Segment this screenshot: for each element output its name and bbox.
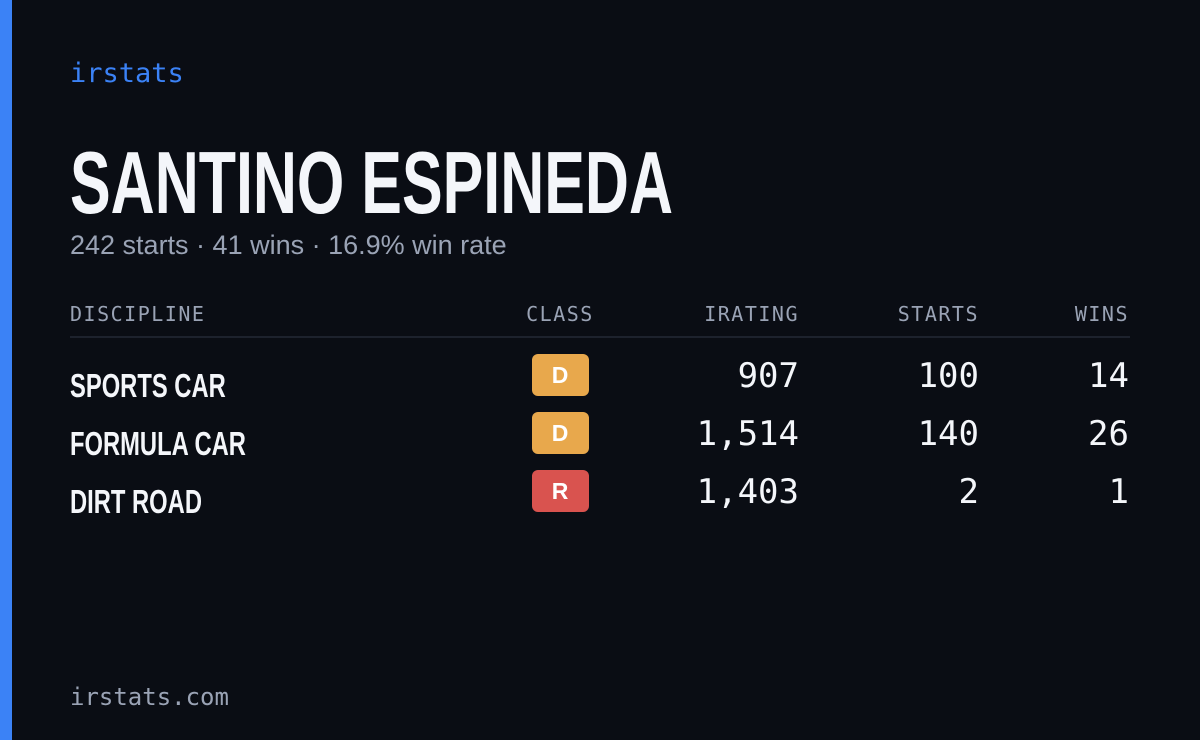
column-header: IRATING — [704, 302, 799, 326]
discipline: SPORTS CAR — [70, 368, 226, 405]
wins: 26 — [1088, 414, 1129, 454]
column-header: STARTS — [898, 302, 979, 326]
starts: 2 — [959, 472, 979, 512]
class-badge — [532, 354, 589, 396]
wins: 1 — [1109, 472, 1129, 512]
player-name: SANTINO ESPINEDA — [70, 133, 673, 232]
discipline: DIRT ROAD — [70, 484, 202, 521]
column-header: DISCIPLINE — [70, 302, 205, 326]
starts: 140 — [918, 414, 979, 454]
irating: 1,403 — [697, 472, 799, 512]
starts: 100 — [918, 356, 979, 396]
class-letter: R — [552, 478, 569, 504]
accent-bar — [0, 0, 12, 740]
table-row: DIRT ROAD R 1,403 2 1 — [70, 470, 1129, 521]
table-row: FORMULA CAR D 1,514 140 26 — [70, 412, 1129, 463]
class-letter: D — [552, 362, 569, 388]
discipline: FORMULA CAR — [70, 426, 246, 463]
brand: irstats — [70, 58, 184, 89]
column-header: WINS — [1075, 302, 1129, 326]
irating: 1,514 — [697, 414, 799, 454]
summary: 242 starts · 41 wins · 16.9% win rate — [70, 230, 507, 260]
wins: 14 — [1088, 356, 1129, 396]
irating: 907 — [738, 356, 799, 396]
class-badge — [532, 412, 589, 454]
footer: irstats.com — [70, 683, 229, 711]
table-row: SPORTS CAR D 907 100 14 — [70, 354, 1129, 405]
column-header: CLASS — [526, 302, 594, 326]
class-letter: D — [552, 420, 569, 446]
class-badge — [532, 470, 589, 512]
table: DISCIPLINE CLASS IRATING STARTS WINS SPORTS C… — [70, 302, 1129, 521]
